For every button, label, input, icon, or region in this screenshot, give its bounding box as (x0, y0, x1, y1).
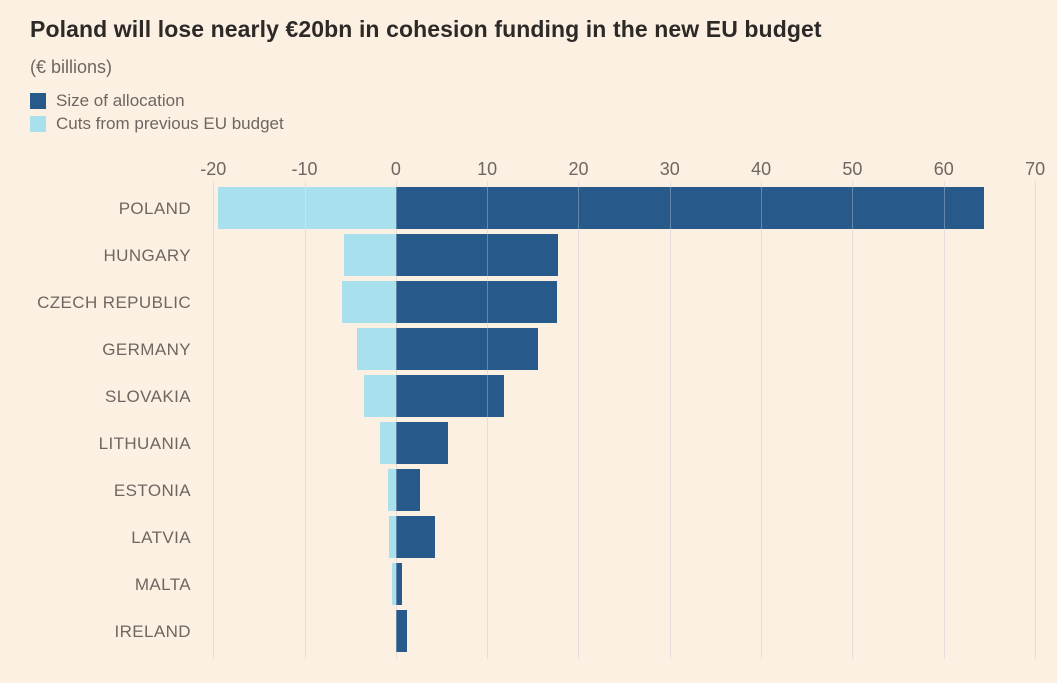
chart-row: POLAND (0, 185, 1057, 232)
cuts-bar (380, 422, 396, 464)
row-plot (205, 420, 1057, 467)
chart-row: GERMANY (0, 326, 1057, 373)
x-tick-label: 20 (568, 159, 589, 179)
allocation-bar (395, 422, 448, 464)
cuts-bar (387, 469, 396, 511)
x-tick-label: 10 (477, 159, 498, 179)
allocation-bar (395, 516, 436, 558)
legend-label-allocation: Size of allocation (56, 90, 185, 110)
row-plot (205, 232, 1057, 279)
row-plot (205, 279, 1057, 326)
chart-row: IRELAND (0, 608, 1057, 655)
legend-item-cuts: Cuts from previous EU budget (30, 112, 1027, 135)
chart-title: Poland will lose nearly €20bn in cohesio… (30, 16, 822, 42)
plot-area: POLAND HUNGARY CZECH REPUBLIC GERMANY SLOVAK… (0, 181, 1057, 659)
cuts-bar (356, 328, 396, 370)
country-label: LATVIA (131, 527, 191, 547)
row-plot (205, 185, 1057, 232)
allocation-bar (395, 375, 504, 417)
x-tick-label: 60 (933, 159, 954, 179)
country-label: CZECH REPUBLIC (37, 292, 191, 312)
country-label: ESTONIA (113, 480, 191, 500)
row-plot (205, 467, 1057, 514)
cuts-swatch (30, 115, 46, 132)
x-axis: -20 -10 0 10 20 30 40 50 60 70 (200, 159, 1057, 181)
allocation-bar (395, 187, 984, 229)
country-label: IRELAND (114, 621, 191, 641)
row-plot (205, 514, 1057, 561)
cuts-bar (217, 187, 396, 229)
legend-label-cuts: Cuts from previous EU budget (56, 113, 284, 133)
bar-rows: POLAND HUNGARY CZECH REPUBLIC GERMANY SLOVAK… (0, 185, 1057, 655)
cuts-bar (392, 563, 396, 605)
x-tick-label: 70 (1025, 159, 1046, 179)
chart-row: ESTONIA (0, 467, 1057, 514)
country-label: HUNGARY (103, 245, 191, 265)
chart-row: LITHUANIA (0, 420, 1057, 467)
chart-row: CZECH REPUBLIC (0, 279, 1057, 326)
x-tick-label: 50 (842, 159, 863, 179)
legend: Size of allocation Cuts from previous EU… (30, 89, 1027, 135)
cuts-bar (389, 516, 396, 558)
country-label: GERMANY (102, 339, 191, 359)
cuts-bar (363, 375, 396, 417)
legend-item-allocation: Size of allocation (30, 89, 1027, 112)
chart-row: HUNGARY (0, 232, 1057, 279)
country-label: SLOVAKIA (104, 386, 191, 406)
chart-row: LATVIA (0, 514, 1057, 561)
x-tick-label: 0 (390, 159, 401, 179)
chart-subtitle: (€ billions) (30, 57, 113, 77)
allocation-bar (395, 234, 559, 276)
allocation-bar (395, 610, 407, 652)
allocation-bar (395, 469, 421, 511)
row-plot (205, 373, 1057, 420)
country-label: MALTA (134, 574, 191, 594)
chart-row: MALTA (0, 561, 1057, 608)
chart-row: SLOVAKIA (0, 373, 1057, 420)
row-plot (205, 561, 1057, 608)
cuts-bar (341, 281, 396, 323)
x-tick-label: 30 (659, 159, 680, 179)
chart-header: Poland will lose nearly €20bn in cohesio… (0, 0, 1057, 135)
allocation-bar (395, 328, 539, 370)
x-tick-label: -20 (200, 159, 227, 179)
country-label: POLAND (118, 198, 191, 218)
row-plot (205, 326, 1057, 373)
allocation-bar (395, 563, 403, 605)
row-plot (205, 608, 1057, 655)
allocation-bar (395, 281, 558, 323)
cuts-bar (343, 234, 396, 276)
x-tick-label: 40 (751, 159, 772, 179)
country-label: LITHUANIA (98, 433, 191, 453)
allocation-swatch (30, 92, 46, 109)
x-tick-label: -10 (291, 159, 318, 179)
